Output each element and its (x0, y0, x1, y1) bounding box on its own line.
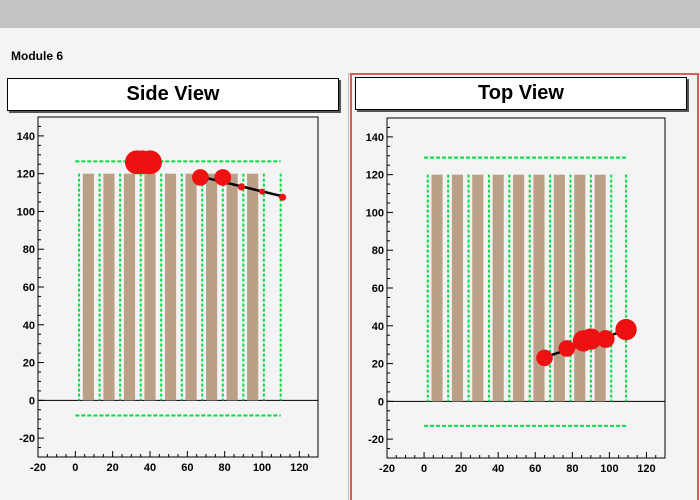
window-toolbar (0, 0, 700, 28)
side-view-strip-7 (226, 173, 238, 401)
top-view-hit-1 (558, 340, 576, 357)
top-view-strip-6 (553, 174, 565, 402)
side-view-y-tick-label-8: 140 (17, 131, 35, 143)
top-view-strip-3 (492, 174, 504, 402)
side-view-y-tick-label-4: 60 (23, 282, 35, 294)
side-view-x-tick-label-6: 100 (253, 462, 271, 474)
top-view-y-tick-label-5: 80 (372, 245, 384, 257)
side-view-chart[interactable]: -20 0 20 40 60 80 100 120 -20 0 20 40 60 80 100 120 140 (0, 73, 349, 500)
top-view-hit-0 (536, 349, 553, 367)
top-view-x-tick-label-0: -20 (379, 463, 395, 475)
top-view-chart[interactable]: -20 0 20 40 60 80 100 120 -20 0 20 40 60 80 100 120 140 (352, 75, 698, 500)
side-view-x-tick-label-1: 0 (72, 462, 78, 474)
side-view-hit-3 (192, 169, 209, 186)
side-view-strip-2 (123, 173, 136, 401)
top-view-x-tick-label-7: 120 (637, 463, 655, 475)
top-view-y-tick-label-0: -20 (368, 434, 384, 446)
module-title: Module 6 (11, 49, 64, 63)
side-view-y-tick-label-3: 40 (23, 320, 35, 332)
top-view-strip-8 (594, 174, 606, 402)
side-view-y-tick-label-6: 100 (17, 206, 35, 218)
top-view-y-tick-label-8: 140 (366, 132, 384, 144)
top-view-strip-1 (451, 174, 463, 402)
top-view-x-tick-label-4: 60 (529, 463, 541, 475)
top-view-x-tick-label-3: 40 (492, 463, 504, 475)
side-view-strip-6 (206, 173, 218, 401)
side-view-strip-4 (164, 173, 177, 401)
side-view-hit-5 (237, 183, 246, 191)
side-view-strip-8 (247, 173, 259, 401)
top-view-strip-0 (431, 174, 443, 402)
side-view-y-tick-label-5: 80 (23, 244, 35, 256)
top-view-y-tick-label-4: 60 (372, 283, 384, 295)
side-view-strip-5 (185, 173, 197, 401)
top-view-x-tick-label-5: 80 (566, 463, 578, 475)
side-view-strip-0 (82, 173, 94, 401)
top-view-x-tick-label-1: 0 (421, 463, 427, 475)
top-view-strip-4 (513, 174, 525, 402)
top-view-y-tick-label-2: 20 (372, 359, 384, 371)
side-view-x-tick-label-2: 20 (107, 462, 119, 474)
top-view-y-tick-label-3: 40 (372, 321, 384, 333)
top-view-hit-5 (615, 318, 637, 341)
side-view-x-tick-label-0: -20 (30, 462, 46, 474)
top-view-y-tick-label-1: 0 (378, 396, 384, 408)
side-view-hit-6 (259, 188, 265, 195)
side-view-y-tick-label-7: 120 (17, 169, 35, 181)
side-view-x-tick-label-7: 120 (290, 462, 308, 474)
side-view-hit-2 (138, 150, 162, 175)
side-view-strip-3 (144, 173, 156, 401)
top-view-x-tick-label-6: 100 (600, 463, 618, 475)
side-view-title: Side View (7, 78, 339, 111)
top-view-title: Top View (355, 77, 687, 110)
side-view-hit-4 (214, 169, 232, 186)
side-view-x-tick-label-5: 80 (219, 462, 231, 474)
side-view-hit-7 (278, 193, 287, 201)
top-view-x-tick-label-2: 20 (455, 463, 467, 475)
top-view-hit-3 (580, 328, 602, 350)
top-view-pad[interactable]: Top View -20 0 20 40 60 80 100 120 -20 0 20 40 60 80 1… (350, 73, 699, 500)
top-view-plot-frame (386, 117, 666, 459)
side-view-x-tick-label-3: 40 (144, 462, 156, 474)
top-view-strip-7 (574, 174, 586, 402)
top-view-y-tick-label-7: 120 (366, 170, 384, 182)
side-view-strip-1 (103, 173, 115, 401)
top-view-strip-5 (533, 174, 545, 402)
side-view-pad[interactable]: Side View -20 0 20 40 60 80 100 120 -20 0 20 40 60 80… (0, 73, 349, 500)
side-view-x-tick-label-4: 60 (181, 462, 193, 474)
side-view-y-tick-label-2: 20 (23, 358, 35, 370)
side-view-y-tick-label-1: 0 (29, 395, 35, 407)
side-view-plot-frame (37, 116, 319, 458)
top-view-y-tick-label-6: 100 (366, 207, 384, 219)
top-view-strip-2 (472, 174, 484, 402)
top-view-hit-4 (596, 330, 615, 348)
side-view-y-tick-label-0: -20 (19, 433, 35, 445)
